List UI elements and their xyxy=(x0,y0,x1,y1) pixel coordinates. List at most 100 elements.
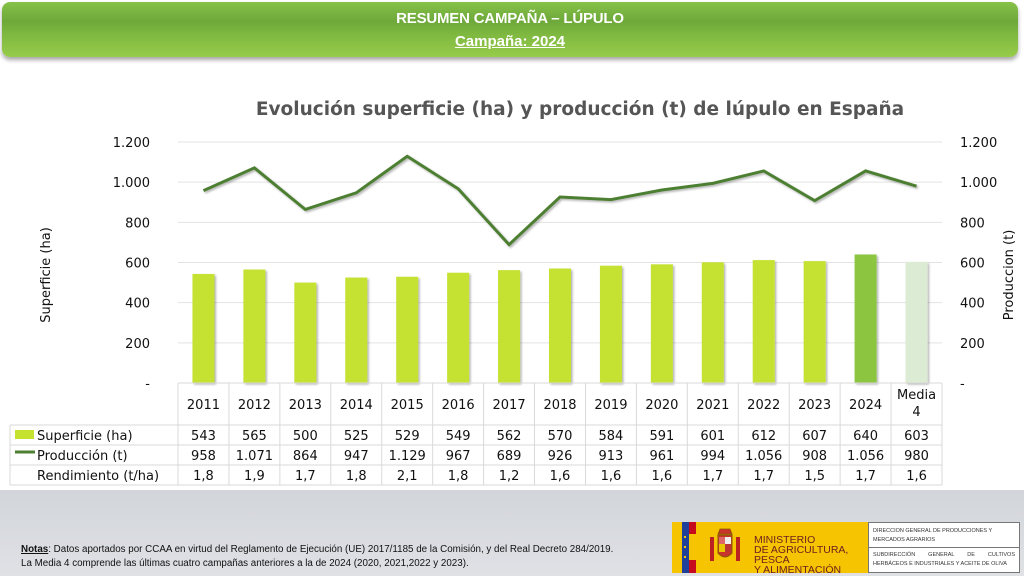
data-label: 1,7 xyxy=(855,469,876,484)
bar-2018 xyxy=(549,268,571,383)
data-label: 640 xyxy=(853,429,878,444)
header-banner: RESUMEN CAMPAÑA – LÚPULO Campaña: 2024 xyxy=(2,2,1018,57)
y-tick-left: 600 xyxy=(125,257,150,272)
x-tick-label: 4 xyxy=(912,405,920,420)
y-tick-left: 800 xyxy=(125,216,150,231)
ministry-line-1: MINISTERIO xyxy=(754,534,816,546)
row-label-superficie: Superficie (ha) xyxy=(37,429,133,444)
data-label: 926 xyxy=(548,449,573,464)
data-label: 500 xyxy=(293,429,318,444)
y-tick-right: 1.000 xyxy=(960,176,997,191)
campaign-label: Campaña: 2024 xyxy=(454,33,566,50)
bar-2017 xyxy=(498,270,521,383)
y-tick-right: 600 xyxy=(960,257,985,272)
notes: Notas: Datos aportados por CCAA en virtu… xyxy=(21,543,613,571)
y-tick-right: 200 xyxy=(960,337,985,352)
production-line xyxy=(202,154,917,247)
row-label-produccion: Producción (t) xyxy=(37,449,128,464)
data-label: 967 xyxy=(446,449,471,464)
data-label: 947 xyxy=(344,449,369,464)
data-label: 1,5 xyxy=(804,469,825,484)
data-label: 958 xyxy=(191,449,216,464)
data-label: 961 xyxy=(649,449,674,464)
data-label: 689 xyxy=(497,449,522,464)
y-tick-left: 200 xyxy=(125,337,150,352)
x-tick-label: 2020 xyxy=(645,398,678,413)
notes-line-2: La Media 4 comprende las últimas cuatro … xyxy=(21,558,469,569)
divider xyxy=(869,547,1019,548)
bar-2016 xyxy=(447,272,470,383)
bar-2019 xyxy=(599,265,622,383)
x-tick-label: 2024 xyxy=(849,398,882,413)
bar-2020 xyxy=(650,264,673,383)
x-tick-label: 2015 xyxy=(391,398,424,413)
data-label: 584 xyxy=(599,429,624,444)
x-tick-label: 2013 xyxy=(289,398,322,413)
y-tick-left: 400 xyxy=(125,297,150,312)
x-tick-label: 2016 xyxy=(442,398,475,413)
x-tick-label: 2023 xyxy=(798,398,831,413)
notes-label: Notas xyxy=(21,544,49,555)
ministry-line-2: DE AGRICULTURA, PESCA xyxy=(754,544,849,566)
data-label: 1,9 xyxy=(244,469,265,484)
bar-2024 xyxy=(854,254,877,383)
y-axis-label-left: Superficie (ha) xyxy=(39,227,54,323)
data-label: 1.056 xyxy=(847,449,884,464)
data-label: 1,6 xyxy=(906,469,927,484)
eu-star-icon xyxy=(684,536,686,538)
data-label: 1,7 xyxy=(295,469,316,484)
x-tick-label: 2021 xyxy=(696,398,729,413)
y-tick-right: 800 xyxy=(960,216,985,231)
chart-title: Evolución superficie (ha) y producción (… xyxy=(255,99,905,120)
y-tick-left: 1.200 xyxy=(113,136,150,151)
data-label: 525 xyxy=(344,429,369,444)
y-tick-right: 1.200 xyxy=(960,136,997,151)
y-tick-right: 400 xyxy=(960,297,985,312)
data-label: 2,1 xyxy=(397,469,418,484)
data-label: 1.071 xyxy=(236,449,273,464)
data-label: 565 xyxy=(242,429,267,444)
data-label: 913 xyxy=(599,449,624,464)
bar-2011 xyxy=(192,273,215,383)
bar-2014 xyxy=(345,277,368,383)
ministry-line-3: Y ALIMENTACIÓN xyxy=(754,564,842,576)
directorate-box: DIRECCION GENERAL DE PRODUCCIONES Y MERC… xyxy=(868,522,1020,573)
data-label: 980 xyxy=(904,449,929,464)
data-label: 1,8 xyxy=(448,469,469,484)
bar-2022 xyxy=(752,260,775,383)
legend-swatch-superficie xyxy=(15,430,34,439)
data-label: 908 xyxy=(802,449,827,464)
directorate-general: DIRECCION GENERAL DE PRODUCCIONES Y MERC… xyxy=(873,528,993,543)
ministry-logo: MINISTERIO DE AGRICULTURA, PESCA Y ALIME… xyxy=(672,522,868,576)
x-tick-label: Media xyxy=(897,388,936,403)
eu-star-icon xyxy=(684,546,686,548)
data-label: 612 xyxy=(751,429,776,444)
banner-title: RESUMEN CAMPAÑA – LÚPULO xyxy=(396,10,624,27)
subdirectorate: SUBDIRECCIÓN GENERAL DE CULTIVOS HERBÁCE… xyxy=(873,552,1015,567)
x-tick-label: 2017 xyxy=(493,398,526,413)
data-label: 1,7 xyxy=(702,469,723,484)
data-label: 1.056 xyxy=(745,449,782,464)
data-label: 562 xyxy=(497,429,522,444)
data-label: 591 xyxy=(649,429,674,444)
notes-line-1: : Datos aportados por CCAA en virtud del… xyxy=(48,544,614,555)
bar-2015 xyxy=(396,276,419,383)
data-label: 1,2 xyxy=(499,469,520,484)
bar-2013 xyxy=(294,282,317,383)
y-tick-left: - xyxy=(145,377,150,392)
x-tick-label: 2011 xyxy=(187,398,220,413)
data-label: 607 xyxy=(802,429,827,444)
x-tick-label: 2018 xyxy=(543,398,576,413)
bar-2023 xyxy=(803,261,826,383)
data-label: 570 xyxy=(548,429,573,444)
bar-media-4 xyxy=(905,261,928,383)
data-label: 543 xyxy=(191,429,216,444)
data-label: 549 xyxy=(446,429,471,444)
data-label: 601 xyxy=(700,429,725,444)
data-label: 1,6 xyxy=(550,469,571,484)
data-label: 1,8 xyxy=(346,469,367,484)
data-label: 529 xyxy=(395,429,420,444)
x-tick-label: 2022 xyxy=(747,398,780,413)
data-label: 1,8 xyxy=(193,469,214,484)
